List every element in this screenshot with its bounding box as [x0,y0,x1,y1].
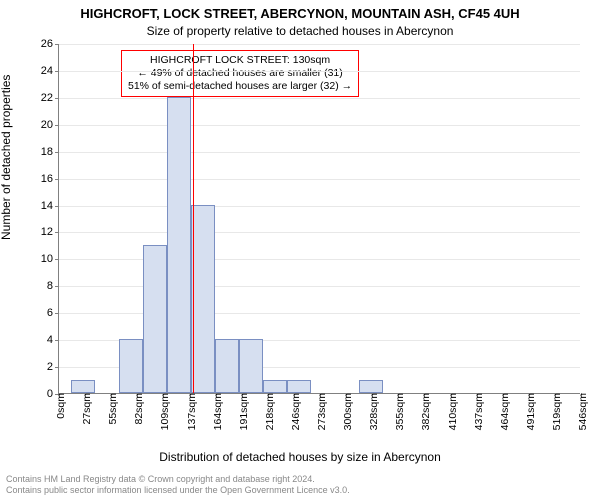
y-tick-mark [55,71,59,72]
page-subtitle: Size of property relative to detached ho… [0,24,600,38]
y-tick-mark [55,313,59,314]
x-tick-label: 137sqm [182,393,198,430]
x-tick-label: 82sqm [129,393,145,425]
page-title: HIGHCROFT, LOCK STREET, ABERCYNON, MOUNT… [0,6,600,21]
y-tick-mark [55,286,59,287]
footer-attribution: Contains HM Land Registry data © Crown c… [6,474,594,496]
x-tick-label: 246sqm [286,393,302,430]
gridline [59,286,580,287]
annotation-line: HIGHCROFT LOCK STREET: 130sqm [128,54,352,67]
x-tick-label: 191sqm [234,393,250,430]
gridline [59,152,580,153]
marker-vline [193,44,194,393]
y-tick-mark [55,44,59,45]
gridline [59,125,580,126]
x-tick-label: 55sqm [103,393,119,425]
gridline [59,259,580,260]
gridline [59,206,580,207]
y-tick-mark [55,179,59,180]
gridline [59,44,580,45]
x-tick-label: 27sqm [77,393,93,425]
x-tick-label: 164sqm [208,393,224,430]
y-tick-mark [55,232,59,233]
y-tick-mark [55,340,59,341]
histogram-bar [167,97,191,393]
x-axis-label: Distribution of detached houses by size … [0,450,600,464]
histogram-bar [239,339,263,393]
y-tick-mark [55,152,59,153]
histogram-bar [359,380,383,393]
histogram-bar [191,205,215,393]
x-tick-label: 519sqm [547,393,563,430]
y-tick-mark [55,98,59,99]
histogram-plot: HIGHCROFT LOCK STREET: 130sqm ← 49% of d… [58,44,580,394]
annotation-box: HIGHCROFT LOCK STREET: 130sqm ← 49% of d… [121,50,359,97]
histogram-bar [143,245,167,393]
x-tick-label: 355sqm [390,393,406,430]
footer-line: Contains HM Land Registry data © Crown c… [6,474,594,485]
histogram-bar [263,380,287,393]
annotation-line: ← 49% of detached houses are smaller (31… [128,67,352,80]
x-tick-label: 437sqm [469,393,485,430]
x-tick-label: 382sqm [416,393,432,430]
gridline [59,232,580,233]
histogram-bar [71,380,95,393]
x-tick-label: 464sqm [495,393,511,430]
y-axis-label: Number of detached properties [0,75,13,240]
x-tick-label: 273sqm [312,393,328,430]
y-tick-mark [55,367,59,368]
y-tick-mark [55,206,59,207]
x-tick-label: 218sqm [260,393,276,430]
histogram-bar [215,339,239,393]
x-tick-label: 109sqm [155,393,171,430]
x-tick-label: 328sqm [364,393,380,430]
x-tick-label: 546sqm [573,393,589,430]
y-tick-mark [55,259,59,260]
gridline [59,71,580,72]
x-tick-label: 410sqm [443,393,459,430]
annotation-line: 51% of semi-detached houses are larger (… [128,80,352,93]
gridline [59,313,580,314]
y-tick-mark [55,125,59,126]
x-tick-label: 300sqm [338,393,354,430]
histogram-bar [287,380,311,393]
gridline [59,98,580,99]
x-tick-label: 491sqm [521,393,537,430]
histogram-bar [119,339,143,393]
footer-line: Contains public sector information licen… [6,485,594,496]
x-tick-label: 0sqm [51,393,67,419]
gridline [59,179,580,180]
